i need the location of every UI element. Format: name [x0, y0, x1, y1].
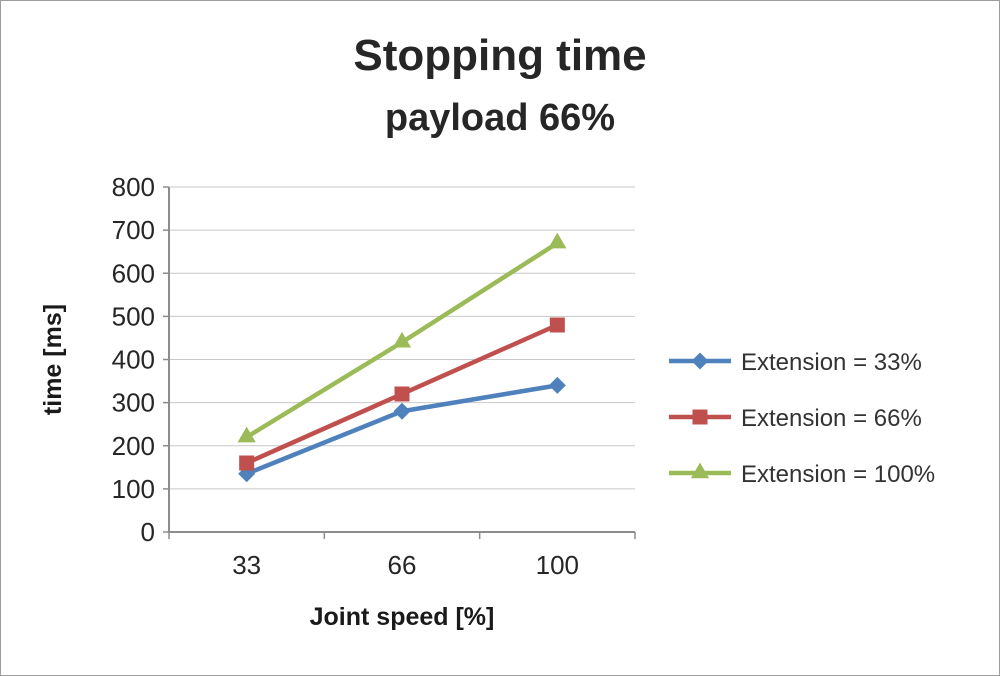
- y-axis-tick-label: 200: [112, 431, 155, 461]
- x-axis-tick-label: 66: [388, 550, 417, 580]
- y-axis-tick-label: 800: [112, 172, 155, 202]
- y-axis-tick-label: 500: [112, 301, 155, 331]
- data-point-marker: [548, 376, 566, 394]
- chart-subtitle: payload 66%: [384, 97, 616, 139]
- legend-item: Extension = 100%: [669, 461, 935, 488]
- legend-marker: [691, 352, 709, 370]
- y-axis-title: time [ms]: [39, 304, 67, 415]
- y-axis-tick-label: 100: [112, 474, 155, 504]
- data-point-marker: [392, 331, 412, 348]
- x-axis-tick-label: 33: [232, 550, 261, 580]
- y-axis-tick-label: 400: [112, 345, 155, 375]
- data-point-marker: [393, 402, 411, 420]
- y-axis-tick-label: 0: [141, 517, 155, 547]
- chart-title: Stopping time: [353, 31, 647, 80]
- legend-item: Extension = 66%: [669, 405, 922, 432]
- legend-label: Extension = 33%: [741, 349, 922, 376]
- legend-item: Extension = 33%: [669, 349, 922, 376]
- y-axis-tick-label: 300: [112, 388, 155, 418]
- data-point-marker: [394, 386, 410, 402]
- data-point-marker: [237, 426, 256, 443]
- y-axis-tick-label: 600: [112, 258, 155, 288]
- legend-label: Extension = 66%: [741, 405, 922, 432]
- y-axis-tick-label: 700: [112, 215, 155, 245]
- legend-marker: [692, 409, 708, 425]
- data-point-marker: [549, 317, 565, 333]
- legend-label: Extension = 100%: [741, 461, 935, 488]
- data-point-marker: [239, 455, 255, 471]
- x-axis-title: Joint speed [%]: [310, 603, 495, 631]
- x-axis-tick-label: 100: [536, 550, 579, 580]
- data-point-marker: [548, 232, 567, 249]
- legend-marker: [690, 462, 710, 479]
